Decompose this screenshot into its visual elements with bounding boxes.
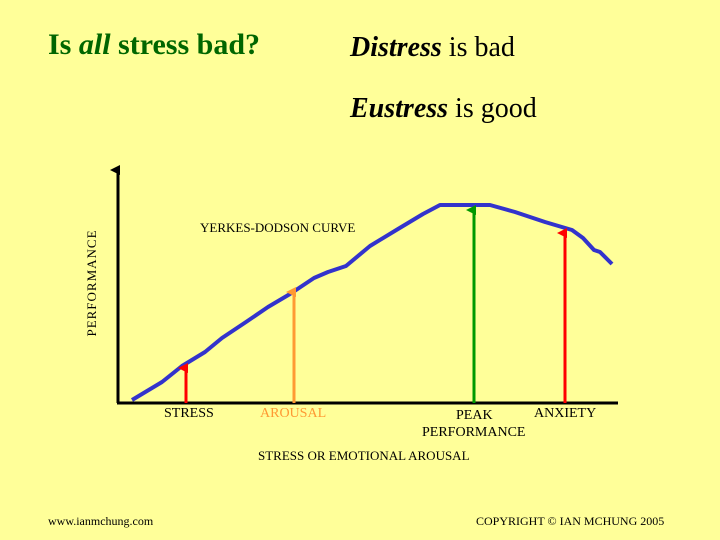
- slide-title: Is all stress bad?: [48, 28, 260, 62]
- arousal-label: AROUSAL: [260, 406, 327, 421]
- website-footer: www.ianmchung.com: [48, 514, 154, 528]
- x-axis-label: STRESS OR EMOTIONAL AROUSAL: [258, 448, 470, 463]
- title-emphasis: all: [78, 28, 111, 61]
- copyright-footer: COPYRIGHT © IAN MCHUNG 2005: [476, 514, 665, 528]
- eustress-statement: Eustress is good: [350, 93, 537, 125]
- title-suffix: stress bad?: [110, 28, 261, 61]
- title-prefix: Is: [48, 28, 79, 61]
- performance-curve: [130, 203, 614, 402]
- peak-performance-label: PERFORMANCE: [422, 425, 526, 440]
- eustress-term: Eustress: [350, 93, 449, 124]
- peak-label: PEAK: [456, 408, 493, 423]
- distress-statement: Distress is bad: [350, 32, 515, 64]
- y-axis-label: PERFORMANCE: [84, 229, 99, 337]
- distress-rest: is bad: [441, 32, 515, 63]
- eustress-rest: is good: [448, 93, 537, 124]
- stress-label: STRESS: [164, 406, 214, 421]
- anxiety-label: ANXIETY: [534, 406, 597, 421]
- curve-label: YERKES-DODSON CURVE: [200, 220, 356, 235]
- distress-term: Distress: [350, 32, 442, 63]
